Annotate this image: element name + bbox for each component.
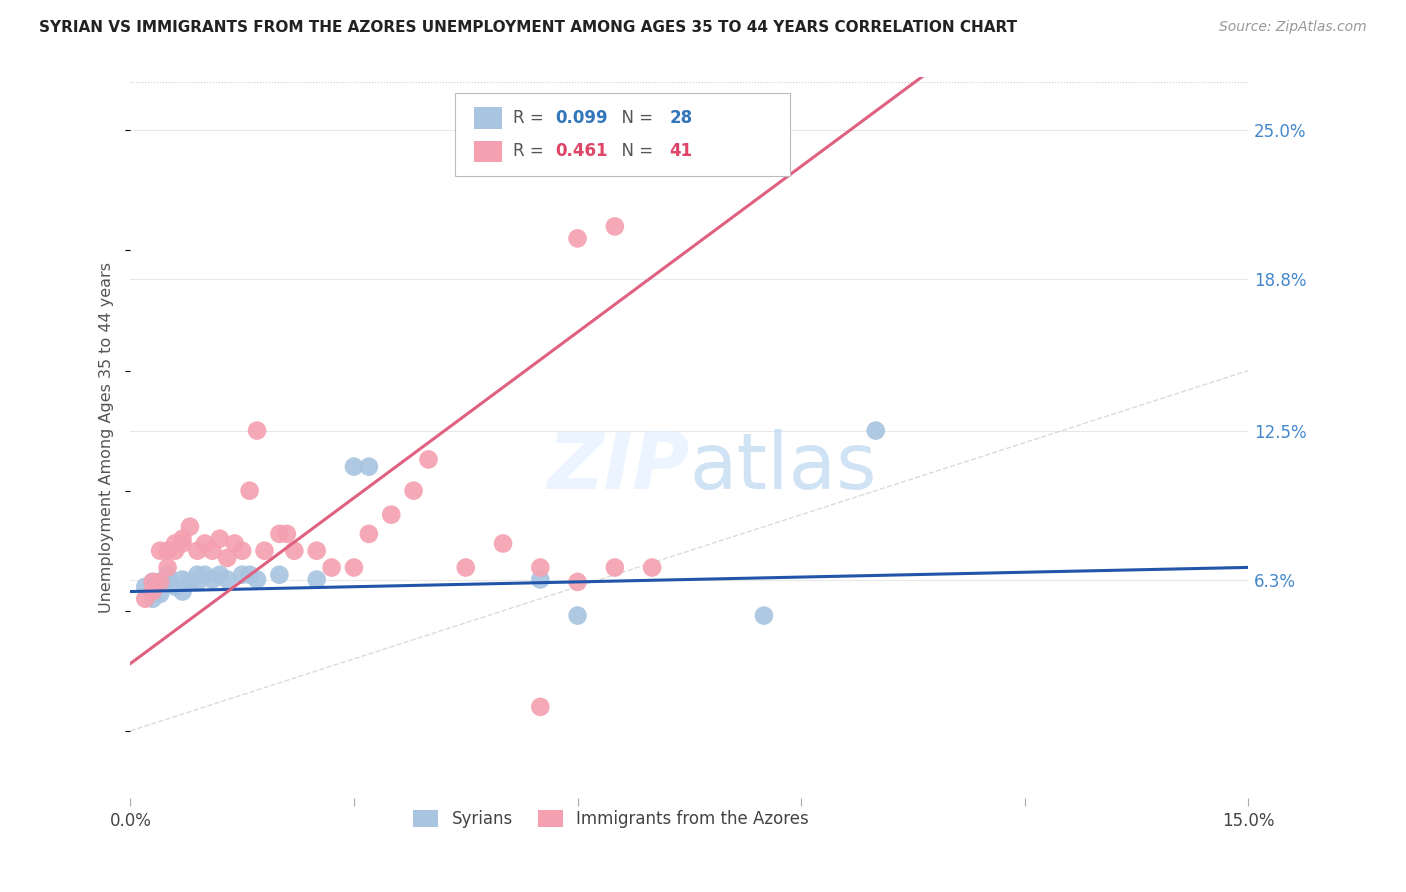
- Point: [186, 574, 208, 589]
- Point: [529, 560, 551, 574]
- Point: [149, 587, 172, 601]
- Point: [186, 543, 208, 558]
- Point: [165, 536, 187, 550]
- Point: [641, 560, 664, 574]
- Point: [142, 584, 165, 599]
- FancyBboxPatch shape: [474, 107, 502, 129]
- Point: [156, 543, 179, 558]
- Point: [172, 584, 194, 599]
- Text: N =: N =: [612, 143, 658, 161]
- Point: [603, 219, 626, 234]
- Point: [418, 452, 440, 467]
- Point: [567, 608, 589, 623]
- Point: [321, 560, 343, 574]
- Point: [246, 424, 269, 438]
- Text: R =: R =: [513, 109, 548, 127]
- Point: [186, 567, 208, 582]
- Point: [283, 543, 305, 558]
- Point: [201, 543, 224, 558]
- Legend: Syrians, Immigrants from the Azores: Syrians, Immigrants from the Azores: [406, 803, 815, 835]
- Point: [224, 536, 246, 550]
- Point: [492, 536, 515, 550]
- Point: [276, 527, 298, 541]
- Point: [156, 560, 179, 574]
- Point: [343, 459, 366, 474]
- Point: [865, 424, 887, 438]
- Point: [194, 536, 217, 550]
- Point: [305, 573, 328, 587]
- Point: [149, 574, 172, 589]
- Point: [142, 574, 165, 589]
- Point: [208, 532, 231, 546]
- Point: [142, 591, 165, 606]
- Point: [165, 580, 187, 594]
- Y-axis label: Unemployment Among Ages 35 to 44 years: Unemployment Among Ages 35 to 44 years: [100, 262, 114, 614]
- Point: [208, 567, 231, 582]
- Point: [454, 560, 477, 574]
- Text: Source: ZipAtlas.com: Source: ZipAtlas.com: [1219, 20, 1367, 34]
- Point: [343, 560, 366, 574]
- FancyBboxPatch shape: [454, 94, 790, 177]
- Point: [179, 574, 201, 589]
- Text: R =: R =: [513, 143, 548, 161]
- Point: [172, 573, 194, 587]
- Text: ZIP: ZIP: [547, 429, 689, 505]
- Point: [142, 574, 165, 589]
- Point: [134, 591, 156, 606]
- Point: [567, 231, 589, 245]
- Point: [529, 699, 551, 714]
- Point: [156, 567, 179, 582]
- Point: [217, 573, 239, 587]
- Point: [380, 508, 402, 522]
- Text: 0.461: 0.461: [555, 143, 607, 161]
- Point: [529, 573, 551, 587]
- Point: [134, 580, 156, 594]
- Point: [165, 543, 187, 558]
- Point: [752, 608, 775, 623]
- Point: [149, 543, 172, 558]
- Point: [231, 567, 253, 582]
- Point: [239, 567, 262, 582]
- Point: [172, 536, 194, 550]
- Text: N =: N =: [612, 109, 658, 127]
- Point: [246, 573, 269, 587]
- Point: [156, 574, 179, 589]
- Point: [253, 543, 276, 558]
- Point: [269, 527, 291, 541]
- Point: [567, 574, 589, 589]
- Point: [149, 574, 172, 589]
- Text: 28: 28: [669, 109, 692, 127]
- Point: [194, 567, 217, 582]
- Text: SYRIAN VS IMMIGRANTS FROM THE AZORES UNEMPLOYMENT AMONG AGES 35 TO 44 YEARS CORR: SYRIAN VS IMMIGRANTS FROM THE AZORES UNE…: [39, 20, 1018, 35]
- Point: [402, 483, 425, 498]
- Text: atlas: atlas: [689, 429, 877, 505]
- Point: [172, 532, 194, 546]
- Point: [217, 550, 239, 565]
- Point: [357, 527, 380, 541]
- Point: [269, 567, 291, 582]
- Text: 0.099: 0.099: [555, 109, 607, 127]
- FancyBboxPatch shape: [474, 141, 502, 162]
- Point: [603, 560, 626, 574]
- Text: 41: 41: [669, 143, 692, 161]
- Point: [231, 543, 253, 558]
- Point: [179, 519, 201, 533]
- Point: [201, 573, 224, 587]
- Point: [357, 459, 380, 474]
- Point: [305, 543, 328, 558]
- Point: [239, 483, 262, 498]
